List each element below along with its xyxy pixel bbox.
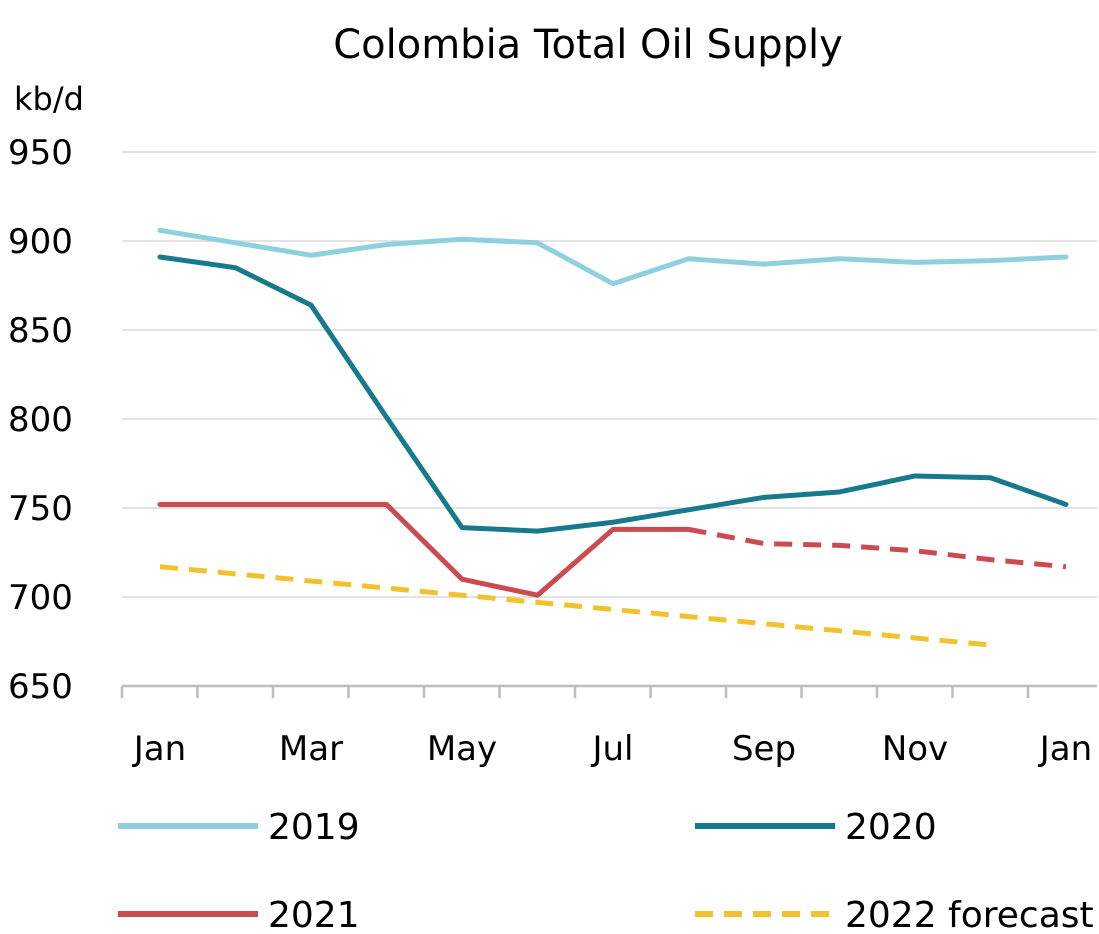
legend: 2019 2020 2021 2022 forecast xyxy=(118,807,1094,934)
y-tick-label: 650 xyxy=(8,667,73,707)
x-tick-label: Jan xyxy=(1038,729,1092,769)
y-axis-unit: kb/d xyxy=(14,80,84,118)
y-tick-label: 700 xyxy=(8,578,73,618)
chart-title: Colombia Total Oil Supply xyxy=(333,22,843,68)
x-tick-label: Nov xyxy=(882,729,948,769)
legend-label: 2022 forecast xyxy=(845,895,1094,934)
series-line-2021 xyxy=(157,501,691,598)
legend-label: 2019 xyxy=(268,807,360,848)
y-tick-label: 750 xyxy=(8,489,73,529)
x-axis: Jan Mar May Jul Sep Nov Jan xyxy=(120,684,1097,769)
x-tick-label: May xyxy=(427,729,497,769)
legend-label: 2021 xyxy=(268,895,360,934)
series-lines xyxy=(157,227,1069,648)
x-tick-label: Sep xyxy=(732,729,796,769)
series-line-2021-dashed xyxy=(688,526,1067,570)
y-tick-label: 900 xyxy=(8,222,73,262)
x-tick-label: Jan xyxy=(132,729,186,769)
series-line-2022-forecast-dashed xyxy=(159,564,991,648)
y-tick-label: 850 xyxy=(8,311,73,351)
series-line-2020 xyxy=(157,254,1069,534)
y-tick-label: 950 xyxy=(8,133,73,173)
gridlines xyxy=(122,151,1097,598)
legend-label: 2020 xyxy=(845,807,937,848)
y-axis-ticks: 950 900 850 800 750 700 650 xyxy=(8,133,73,707)
x-tick-label: Mar xyxy=(279,729,343,769)
y-tick-label: 800 xyxy=(8,400,73,440)
series-line-2019 xyxy=(157,227,1069,287)
x-tick-label: Jul xyxy=(590,729,633,769)
